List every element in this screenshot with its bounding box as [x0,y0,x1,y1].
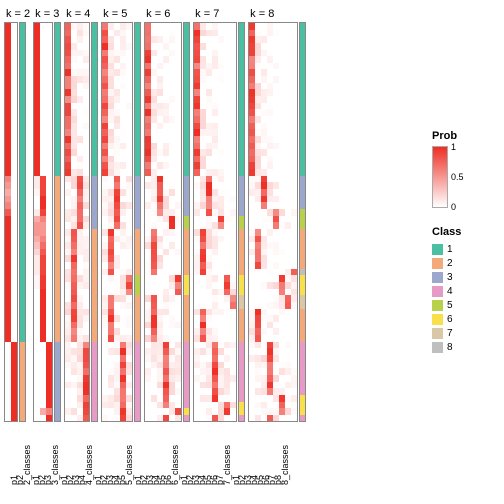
class-legend-item: 3 [432,270,498,284]
xlabel-class: 7_classes [222,445,232,485]
xlabel-class: 6_classes [170,445,180,485]
panels-container: k = 2k = 3k = 4k = 5k = 6k = 7k = 8 [4,8,424,428]
panel-k7: k = 7 [193,8,245,428]
class-label: 4 [447,286,453,297]
class-legend-item: 5 [432,298,498,312]
heatmap [64,22,90,422]
class-swatch [432,300,443,311]
class-legend: Class 1 2 3 4 5 6 7 8 [432,226,498,354]
class-legend-item: 1 [432,242,498,256]
class-swatch [432,258,443,269]
class-legend-item: 4 [432,284,498,298]
class-strip [299,22,306,422]
panel-title: k = 3 [33,8,61,22]
heatmap [248,22,298,422]
class-swatch [432,328,443,339]
xlabel-class: 5_classes [124,445,134,485]
class-legend-item: 8 [432,340,498,354]
panel-title: k = 8 [248,8,306,22]
class-strip [91,22,98,422]
panel-title: k = 2 [4,8,30,22]
class-legend-item: 2 [432,256,498,270]
xlabel-class: 8_classes [280,445,290,485]
panel-k3: k = 3 [33,8,61,428]
class-label: 7 [447,328,453,339]
panel-title: k = 5 [101,8,141,22]
class-legend-item: 7 [432,326,498,340]
class-label: 6 [447,314,453,325]
panel-title: k = 6 [144,8,190,22]
panel-k6: k = 6 [144,8,190,428]
class-strip [238,22,245,422]
xlabels-container: p1p22_classesp1p2p33_classesp1p2p3p44_cl… [4,430,424,502]
legend: Prob 10.50 Class 12345678 [432,130,498,354]
class-label: 5 [447,300,453,311]
xlabel-class: 4_classes [84,445,94,485]
panel-k8: k = 8 [248,8,306,428]
prob-legend-title: Prob [432,130,498,142]
heatmap [144,22,182,422]
panel-k5: k = 5 [101,8,141,428]
prob-tick: 0.5 [451,172,464,182]
panel-k4: k = 4 [64,8,98,428]
xlabel-class: 3_classes [50,445,60,485]
class-label: 1 [447,244,453,255]
prob-tick: 1 [451,142,456,152]
class-label: 2 [447,258,453,269]
prob-tick: 0 [451,202,456,212]
class-legend-item: 6 [432,312,498,326]
class-label: 3 [447,272,453,283]
class-swatch [432,314,443,325]
class-legend-title: Class [432,226,498,238]
class-strip [183,22,190,422]
class-swatch [432,244,443,255]
heatmap [33,22,53,422]
class-swatch [432,286,443,297]
panel-title: k = 4 [64,8,98,22]
class-strip [54,22,61,422]
panel-k2: k = 2 [4,8,30,428]
heatmap [101,22,133,422]
heatmap [193,22,237,422]
xlabel-class: 2_classes [22,445,32,485]
panel-title: k = 7 [193,8,245,22]
class-strip [134,22,141,422]
class-label: 8 [447,342,453,353]
class-legend-items: 1 2 3 4 5 6 7 8 [432,242,498,354]
class-strip [19,22,26,422]
heatmap [4,22,18,422]
class-swatch [432,342,443,353]
prob-colorbar: 10.50 [432,146,448,208]
class-swatch [432,272,443,283]
